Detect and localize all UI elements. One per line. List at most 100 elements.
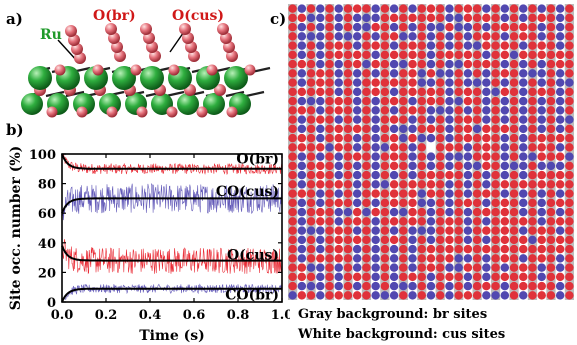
o-site xyxy=(399,161,408,171)
co-site xyxy=(371,263,380,272)
o-site xyxy=(362,152,371,161)
co-site xyxy=(528,152,537,161)
co-site xyxy=(316,189,325,198)
o-site xyxy=(546,281,556,291)
o-site xyxy=(399,226,408,235)
co-site xyxy=(362,13,371,23)
o-site xyxy=(435,170,445,180)
o-site xyxy=(435,78,445,87)
o-site xyxy=(399,272,408,282)
o-site xyxy=(445,22,454,32)
o-site xyxy=(509,263,519,272)
o-site xyxy=(417,152,427,161)
o-site xyxy=(417,124,427,134)
o-site xyxy=(352,235,362,245)
o-site xyxy=(325,69,334,78)
co-site xyxy=(472,78,482,87)
panel-a-letter: a) xyxy=(6,10,23,28)
co-site xyxy=(519,189,528,198)
o-site xyxy=(509,254,519,263)
o-site xyxy=(352,50,362,60)
co-site xyxy=(519,143,528,152)
co-site xyxy=(519,96,528,106)
o-site xyxy=(454,198,463,208)
o-site xyxy=(408,198,417,208)
o-site xyxy=(546,69,556,78)
co-site xyxy=(463,272,473,282)
co-site xyxy=(537,106,546,115)
co-site xyxy=(297,50,307,60)
co-site xyxy=(537,207,546,217)
o-site xyxy=(408,272,417,282)
o-site xyxy=(472,263,482,272)
o-site xyxy=(417,254,427,263)
co-site xyxy=(316,13,325,23)
o-site xyxy=(325,106,334,115)
co-site xyxy=(445,69,454,78)
co-site xyxy=(519,226,528,235)
o-site xyxy=(472,13,482,23)
o-site xyxy=(555,152,565,161)
o-site xyxy=(509,235,519,245)
co-site xyxy=(408,124,417,134)
br-row-background xyxy=(380,4,390,300)
o-site xyxy=(399,50,408,60)
o-site xyxy=(528,13,537,23)
co-site xyxy=(297,226,307,235)
co-site xyxy=(417,133,427,143)
co-site xyxy=(519,198,528,208)
co-site xyxy=(482,198,491,208)
co-site xyxy=(491,291,500,300)
co-site xyxy=(537,69,546,78)
co-site xyxy=(371,115,380,124)
o-site xyxy=(537,13,546,23)
co-site xyxy=(297,281,307,291)
o-site xyxy=(537,41,546,50)
co-site xyxy=(297,32,307,41)
o-atom xyxy=(226,106,238,118)
o-site xyxy=(380,244,390,254)
br-row-background xyxy=(564,4,574,300)
co-site xyxy=(500,161,510,171)
o-site xyxy=(380,207,390,217)
ru-atom xyxy=(177,93,199,115)
chart-ticks: 0 20 40 60 80 100 0.0 0.2 0.4 0.6 0.8 1.0 xyxy=(29,148,290,323)
o-atom xyxy=(76,106,88,118)
co-site xyxy=(445,198,454,208)
co-site xyxy=(334,78,343,87)
o-site xyxy=(546,254,556,263)
o-site xyxy=(371,22,380,32)
co-site xyxy=(316,96,325,106)
co-site xyxy=(297,78,307,87)
co-site xyxy=(445,161,454,171)
o-site xyxy=(297,291,307,300)
co-site xyxy=(362,207,371,217)
co-site xyxy=(519,41,528,50)
o-site xyxy=(565,124,574,134)
o-site xyxy=(528,115,537,124)
co-site xyxy=(463,180,473,189)
o-site xyxy=(519,50,528,60)
co-site xyxy=(519,152,528,161)
co-site xyxy=(555,189,565,198)
o-site xyxy=(555,180,565,189)
o-site xyxy=(546,59,556,69)
o-site xyxy=(435,226,445,235)
o-site xyxy=(399,41,408,50)
co-site xyxy=(389,124,399,134)
o-site xyxy=(325,244,334,254)
o-site xyxy=(343,180,353,189)
co-site xyxy=(519,106,528,115)
o-site xyxy=(426,170,436,180)
o-site xyxy=(528,217,537,226)
o-site xyxy=(371,87,380,97)
o-site xyxy=(435,59,445,69)
o-site xyxy=(472,217,482,226)
o-site xyxy=(389,143,399,152)
o-site xyxy=(491,254,500,263)
co-site xyxy=(463,161,473,171)
o-site xyxy=(546,244,556,254)
o-site xyxy=(454,124,463,134)
o-site xyxy=(343,235,353,245)
co-site xyxy=(426,207,436,217)
